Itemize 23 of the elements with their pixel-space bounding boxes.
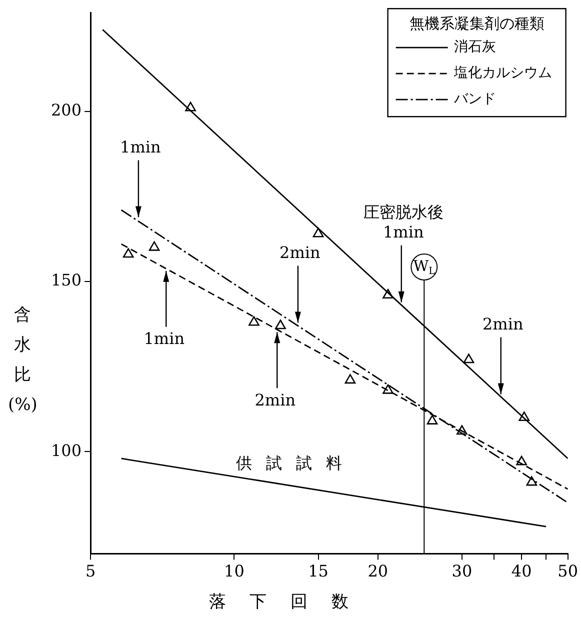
y-tick-label: 100: [50, 440, 82, 460]
legend-label: バンド: [452, 91, 496, 108]
y-tick-label: 200: [50, 100, 82, 120]
x-tick-label: 10: [224, 562, 244, 581]
x-tick-label: 40: [511, 562, 532, 581]
annotation: 1min: [120, 137, 161, 156]
x-tick-label: 50: [558, 562, 578, 581]
legend-title: 無機系凝集剤の種類: [409, 14, 544, 32]
annotation: 2min: [254, 390, 296, 410]
y-tick-label: 150: [50, 270, 82, 290]
y-axis-title: 含水比 (%): [8, 304, 38, 417]
x-tick-label: 30: [452, 562, 472, 581]
annotation: 2min: [280, 242, 320, 262]
x-axis-title: 落下回数: [208, 591, 374, 613]
annotation: 1min: [144, 329, 185, 348]
x-tick-label: 20: [368, 562, 388, 581]
x-tick-label: 15: [308, 562, 328, 581]
x-tick-label: 5: [85, 562, 96, 581]
annotation: 2min: [482, 314, 524, 334]
legend-label: 塩化カルシウム: [452, 65, 552, 82]
legend-label: 消石灰: [454, 39, 496, 56]
annotation: 供試試料: [236, 454, 356, 473]
annotation: 圧密脱水後 1min: [363, 202, 444, 242]
